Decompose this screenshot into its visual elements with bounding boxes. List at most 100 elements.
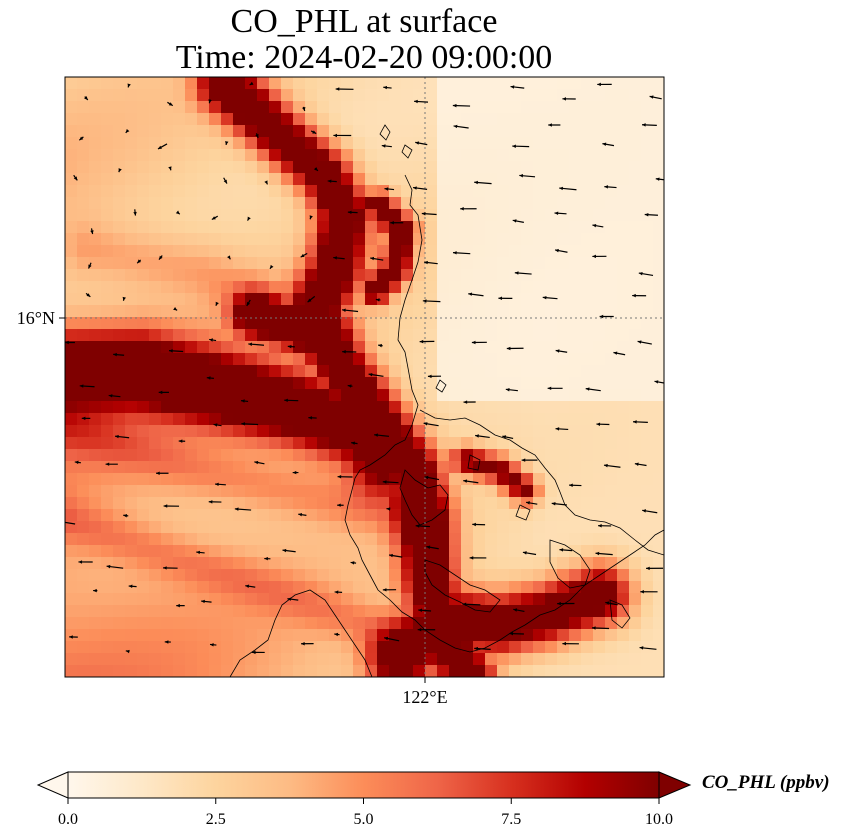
heatmap-cell [377, 173, 390, 186]
heatmap-cell [557, 113, 570, 126]
heatmap-cell [89, 353, 102, 366]
heatmap-cell [401, 389, 414, 402]
heatmap-cell [245, 521, 258, 534]
heatmap-cell [461, 269, 474, 282]
heatmap-cell [557, 209, 570, 222]
heatmap-cell [353, 641, 366, 654]
heatmap-cell [281, 209, 294, 222]
heatmap-cell [101, 617, 114, 630]
heatmap-cell [341, 101, 354, 114]
heatmap-cell [125, 425, 138, 438]
heatmap-cell [653, 221, 664, 234]
heatmap-cell [77, 281, 90, 294]
heatmap-cell [149, 521, 162, 534]
heatmap-cell [557, 173, 570, 186]
heatmap-cell [629, 233, 642, 246]
heatmap-cell [413, 617, 426, 630]
heatmap-cell [209, 665, 222, 677]
heatmap-cell [221, 605, 234, 618]
heatmap-cell [545, 161, 558, 174]
heatmap-cell [485, 149, 498, 162]
heatmap-cell [245, 233, 258, 246]
heatmap-cell [113, 173, 126, 186]
heatmap-cell [245, 113, 258, 126]
heatmap-cell [653, 197, 664, 210]
heatmap-cell [377, 305, 390, 318]
heatmap-cell [617, 257, 630, 270]
heatmap-cell [245, 353, 258, 366]
heatmap-cell [485, 257, 498, 270]
heatmap-cell [473, 497, 486, 510]
heatmap-cell [329, 257, 342, 270]
heatmap-cell [185, 377, 198, 390]
heatmap-cell [533, 113, 546, 126]
heatmap-cell [245, 329, 258, 342]
heatmap-cell [533, 353, 546, 366]
heatmap-cell [149, 101, 162, 114]
heatmap-cell [77, 437, 90, 450]
heatmap-cell [401, 449, 414, 462]
heatmap-cell [401, 365, 414, 378]
heatmap-cell [545, 377, 558, 390]
heatmap-cell [257, 557, 270, 570]
heatmap-cell [605, 533, 618, 546]
heatmap-cell [569, 449, 582, 462]
heatmap-cell [89, 125, 102, 138]
heatmap-cell [185, 185, 198, 198]
heatmap-cell [365, 377, 378, 390]
heatmap-cell [161, 593, 174, 606]
heatmap-cell [533, 305, 546, 318]
heatmap-cell [137, 269, 150, 282]
heatmap-cell [185, 329, 198, 342]
heatmap-cell [101, 245, 114, 258]
heatmap-cell [605, 581, 618, 594]
heatmap-cell [233, 653, 246, 666]
heatmap-cell [161, 89, 174, 102]
heatmap-cell [521, 149, 534, 162]
heatmap-cell [113, 533, 126, 546]
heatmap-cell [185, 149, 198, 162]
heatmap-cell [257, 209, 270, 222]
heatmap-cell [209, 161, 222, 174]
heatmap-cell [533, 569, 546, 582]
wind-arrow [158, 255, 163, 260]
heatmap-cell [101, 221, 114, 234]
coastline-island-8 [515, 504, 531, 521]
heatmap-cell [281, 377, 294, 390]
wind-arrow [122, 296, 126, 301]
heatmap-cell [341, 149, 354, 162]
heatmap-cell [137, 137, 150, 150]
heatmap-cell [365, 365, 378, 378]
heatmap-cell [353, 389, 366, 402]
heatmap-cell [293, 77, 306, 90]
heatmap-cell [329, 185, 342, 198]
heatmap-cell [617, 341, 630, 354]
heatmap-cell [617, 665, 630, 677]
heatmap-cell [509, 581, 522, 594]
heatmap-cell [425, 449, 438, 462]
heatmap-cell [509, 293, 522, 306]
heatmap-cell [77, 509, 90, 522]
heatmap-cell [425, 581, 438, 594]
heatmap-cell [293, 521, 306, 534]
heatmap-cell [533, 437, 546, 450]
heatmap-cell [173, 425, 186, 438]
heatmap-cell [209, 401, 222, 414]
heatmap-cell [653, 533, 664, 546]
heatmap-cell [149, 485, 162, 498]
heatmap-cell [509, 533, 522, 546]
heatmap-cell [233, 137, 246, 150]
heatmap-cell [629, 581, 642, 594]
heatmap-cell [605, 101, 618, 114]
heatmap-cell [413, 509, 426, 522]
heatmap-cell [341, 185, 354, 198]
heatmap-cell [461, 125, 474, 138]
heatmap-cell [161, 581, 174, 594]
heatmap-cell [209, 605, 222, 618]
heatmap-cell [269, 149, 282, 162]
heatmap-cell [461, 389, 474, 402]
heatmap-cell [497, 185, 510, 198]
heatmap-cell [581, 173, 594, 186]
heatmap-cell [557, 617, 570, 630]
